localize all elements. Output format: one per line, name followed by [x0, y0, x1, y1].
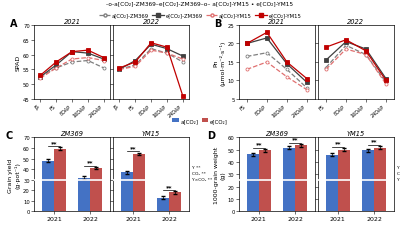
Text: 2022: 2022 — [348, 18, 364, 24]
Text: **: ** — [256, 142, 262, 146]
Text: -o-a[CO₂]-ZM369–e[CO₂]-ZM369–o– a[CO₂]-YM15 • e[CO₂]-YM15: -o-a[CO₂]-ZM369–e[CO₂]-ZM369–o– a[CO₂]-Y… — [106, 1, 294, 6]
Text: **: ** — [51, 140, 57, 145]
Bar — [326, 155, 338, 211]
Bar — [133, 154, 145, 211]
Bar — [259, 151, 271, 211]
Bar — [295, 146, 307, 212]
Text: Y **
CO₂ **
Y×CO₂ **: Y ** CO₂ ** Y×CO₂ ** — [397, 165, 400, 181]
Bar — [338, 150, 350, 212]
Text: A: A — [10, 18, 17, 29]
Text: 2021: 2021 — [64, 18, 80, 24]
Text: YM15: YM15 — [347, 130, 365, 136]
Bar — [54, 149, 66, 212]
Legend: a[CO₂]-ZM369, e[CO₂]-ZM369, a[CO₂]-YM15, e[CO₂]-YM15: a[CO₂]-ZM369, e[CO₂]-ZM369, a[CO₂]-YM15,… — [97, 12, 303, 21]
Y-axis label: SPAD: SPAD — [15, 55, 20, 71]
Bar — [247, 154, 259, 212]
Text: **: ** — [292, 137, 298, 142]
Bar — [157, 198, 169, 212]
Text: D: D — [207, 130, 215, 140]
Bar — [374, 148, 386, 212]
Bar — [362, 151, 374, 211]
Text: C: C — [5, 130, 12, 140]
Text: ZM369: ZM369 — [60, 130, 84, 136]
Text: B: B — [214, 18, 222, 29]
Bar — [42, 161, 54, 212]
Text: YM15: YM15 — [142, 130, 160, 136]
Text: 2021: 2021 — [268, 18, 285, 24]
Y-axis label: Pn
(μmol·m⁻²·s⁻¹): Pn (μmol·m⁻²·s⁻¹) — [213, 40, 225, 85]
Text: Y **
CO₂ **
Y×CO₂ **: Y ** CO₂ ** Y×CO₂ ** — [113, 165, 133, 181]
Text: 2022: 2022 — [143, 18, 160, 24]
Y-axis label: Grain yield
(g·pot⁻¹): Grain yield (g·pot⁻¹) — [8, 158, 20, 192]
Text: **: ** — [335, 141, 341, 146]
Bar — [283, 148, 295, 212]
Text: ZM369: ZM369 — [265, 130, 288, 136]
Legend: a[CO₂], e[CO₂]: a[CO₂], e[CO₂] — [170, 116, 230, 126]
Text: **: ** — [166, 184, 172, 189]
Text: Y **
CO₂ **
Y×CO₂ **: Y ** CO₂ ** Y×CO₂ ** — [318, 165, 338, 181]
Text: **: ** — [87, 160, 93, 165]
Text: **: ** — [130, 146, 136, 151]
Text: Y **
CO₂ **
Y×CO₂ **: Y ** CO₂ ** Y×CO₂ ** — [192, 165, 212, 181]
Y-axis label: 1000-grain weight
(g): 1000-grain weight (g) — [214, 146, 225, 203]
Bar — [169, 193, 181, 212]
Bar — [90, 168, 102, 212]
Text: **: ** — [371, 139, 377, 144]
Bar — [121, 173, 133, 212]
Bar — [78, 178, 90, 211]
